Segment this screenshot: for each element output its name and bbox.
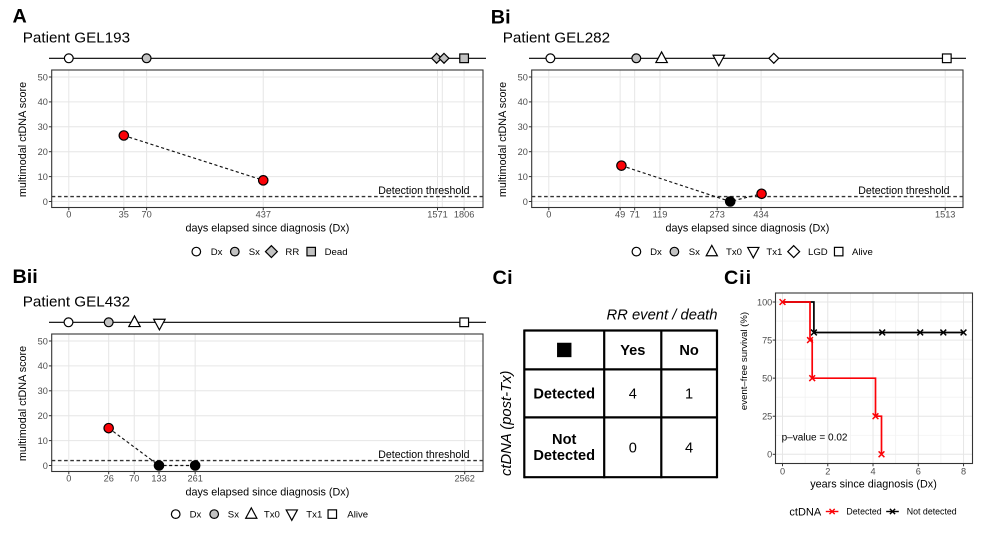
svg-text:0: 0	[629, 441, 637, 457]
svg-text:40: 40	[518, 97, 528, 107]
svg-text:Tx0: Tx0	[726, 247, 742, 258]
svg-text:30: 30	[38, 122, 48, 132]
svg-text:multimodal ctDNA score: multimodal ctDNA score	[497, 82, 509, 197]
svg-text:Sx: Sx	[249, 247, 260, 258]
svg-text:10: 10	[38, 172, 48, 182]
svg-text:6: 6	[916, 467, 921, 477]
svg-text:No: No	[679, 343, 699, 359]
svg-text:50: 50	[762, 374, 772, 384]
svg-text:1571: 1571	[427, 210, 447, 220]
svg-text:35: 35	[119, 210, 129, 220]
svg-text:20: 20	[38, 147, 48, 157]
svg-text:30: 30	[518, 122, 528, 132]
svg-text:multimodal ctDNA score: multimodal ctDNA score	[17, 346, 29, 461]
svg-text:RR event / death: RR event / death	[606, 308, 717, 324]
svg-text:Tx1: Tx1	[766, 247, 782, 258]
svg-text:1806: 1806	[454, 210, 474, 220]
svg-text:2562: 2562	[454, 474, 474, 484]
svg-text:437: 437	[256, 210, 271, 220]
svg-text:10: 10	[518, 172, 528, 182]
svg-text:Patient GEL193: Patient GEL193	[23, 29, 130, 46]
svg-text:0: 0	[43, 461, 48, 471]
svg-text:LGD: LGD	[808, 247, 828, 258]
svg-text:Cii: Cii	[724, 267, 752, 289]
svg-text:0: 0	[66, 474, 71, 484]
svg-text:Detection threshold: Detection threshold	[858, 185, 949, 197]
svg-text:Tx0: Tx0	[264, 510, 280, 521]
svg-text:0: 0	[523, 197, 528, 207]
svg-text:0: 0	[780, 467, 785, 477]
svg-text:days elapsed since diagnosis (: days elapsed since diagnosis (Dx)	[665, 223, 829, 235]
svg-text:4: 4	[685, 441, 693, 457]
svg-text:Not detected: Not detected	[907, 506, 957, 516]
svg-text:70: 70	[141, 210, 151, 220]
svg-text:days elapsed since diagnosis (: days elapsed since diagnosis (Dx)	[185, 487, 349, 499]
svg-text:71: 71	[630, 210, 640, 220]
svg-text:20: 20	[38, 411, 48, 421]
svg-text:Detected: Detected	[533, 387, 595, 403]
svg-text:0: 0	[767, 450, 772, 460]
svg-text:Detected: Detected	[846, 506, 881, 516]
svg-text:multimodal ctDNA score: multimodal ctDNA score	[17, 82, 29, 197]
svg-text:Tx1: Tx1	[306, 510, 322, 521]
svg-text:1: 1	[685, 387, 693, 403]
svg-text:1513: 1513	[935, 210, 955, 220]
svg-text:p–value = 0.02: p–value = 0.02	[782, 433, 848, 444]
svg-text:event–free survival (%): event–free survival (%)	[739, 312, 750, 410]
svg-text:ctDNA: ctDNA	[789, 506, 821, 518]
svg-text:0: 0	[43, 197, 48, 207]
svg-text:133: 133	[151, 474, 166, 484]
svg-text:40: 40	[38, 361, 48, 371]
svg-text:4: 4	[629, 387, 637, 403]
svg-text:0: 0	[546, 210, 551, 220]
svg-text:Bi: Bi	[491, 6, 511, 28]
svg-text:Sx: Sx	[228, 510, 239, 521]
svg-text:days elapsed since diagnosis (: days elapsed since diagnosis (Dx)	[185, 223, 349, 235]
svg-text:Patient GEL432: Patient GEL432	[23, 293, 130, 310]
svg-text:119: 119	[653, 210, 668, 220]
svg-text:25: 25	[762, 412, 772, 422]
svg-text:Patient GEL282: Patient GEL282	[503, 29, 610, 46]
svg-text:Detection threshold: Detection threshold	[378, 449, 469, 461]
svg-text:Dead: Dead	[325, 247, 348, 258]
svg-text:20: 20	[518, 147, 528, 157]
svg-text:26: 26	[104, 474, 114, 484]
svg-text:30: 30	[38, 386, 48, 396]
svg-text:10: 10	[38, 436, 48, 446]
svg-text:A: A	[13, 5, 27, 27]
svg-text:261: 261	[188, 474, 203, 484]
svg-text:273: 273	[710, 210, 725, 220]
svg-text:Dx: Dx	[211, 247, 223, 258]
svg-text:0: 0	[66, 210, 71, 220]
svg-text:Dx: Dx	[190, 510, 202, 521]
svg-text:8: 8	[961, 467, 966, 477]
svg-text:Sx: Sx	[689, 247, 700, 258]
svg-text:50: 50	[518, 72, 528, 82]
svg-text:75: 75	[762, 335, 772, 345]
svg-text:100: 100	[757, 297, 772, 307]
svg-text:50: 50	[38, 336, 48, 346]
svg-text:Alive: Alive	[347, 510, 368, 521]
svg-text:Ci: Ci	[493, 267, 514, 289]
svg-text:ctDNA (post-Tx): ctDNA (post-Tx)	[499, 370, 515, 476]
svg-text:Detected: Detected	[533, 448, 595, 464]
svg-text:years since diagnosis (Dx): years since diagnosis (Dx)	[810, 478, 937, 490]
svg-text:4: 4	[870, 467, 875, 477]
svg-text:49: 49	[615, 210, 625, 220]
svg-text:Yes: Yes	[620, 343, 645, 359]
svg-text:RR: RR	[285, 247, 299, 258]
svg-text:Detection threshold: Detection threshold	[378, 185, 469, 197]
svg-text:40: 40	[38, 97, 48, 107]
svg-text:2: 2	[825, 467, 830, 477]
svg-text:434: 434	[753, 210, 768, 220]
svg-text:Dx: Dx	[650, 247, 662, 258]
svg-text:Bii: Bii	[13, 266, 38, 288]
svg-text:70: 70	[129, 474, 139, 484]
svg-text:Not: Not	[552, 432, 576, 448]
svg-text:50: 50	[38, 72, 48, 82]
svg-text:Alive: Alive	[852, 247, 873, 258]
